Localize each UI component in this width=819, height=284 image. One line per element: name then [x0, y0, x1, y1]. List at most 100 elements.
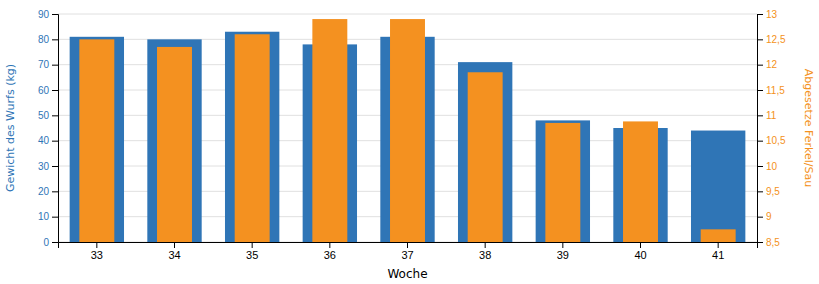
- bar: [157, 47, 192, 242]
- y2-axis-title: Abgesetze Ferkel/Sau: [802, 69, 815, 187]
- tick-label: 13: [766, 9, 778, 20]
- axis-line: [52, 15, 59, 243]
- bars: [70, 19, 746, 242]
- tick: 80: [38, 34, 58, 45]
- tick-label: 90: [38, 9, 50, 20]
- tick-label: 60: [38, 85, 50, 96]
- tick-mark: [640, 242, 641, 248]
- tick-mark: [52, 14, 58, 15]
- tick-label: 36: [324, 249, 336, 261]
- tick-mark: [52, 242, 58, 243]
- bar: [701, 229, 736, 242]
- tick-label: 38: [479, 249, 491, 261]
- tick-label: 30: [38, 161, 50, 172]
- tick: 41: [712, 242, 724, 261]
- tick: 11,5: [757, 85, 785, 96]
- axis-line: [758, 15, 764, 243]
- tick: 70: [38, 59, 58, 70]
- tick-mark: [52, 115, 58, 116]
- tick-mark: [757, 14, 763, 15]
- tick-mark: [407, 242, 408, 248]
- tick: 60: [38, 85, 58, 96]
- tick-mark: [52, 217, 58, 218]
- axis-line: [59, 243, 758, 249]
- tick-mark: [52, 191, 58, 192]
- bar: [390, 19, 425, 242]
- tick-label: 10,5: [766, 135, 786, 146]
- bar: [545, 123, 580, 242]
- tick-label: 40: [634, 249, 646, 261]
- tick: 50: [38, 110, 58, 121]
- tick: 36: [324, 242, 336, 261]
- tick-label: 50: [38, 110, 50, 121]
- tick-mark: [52, 166, 58, 167]
- bar: [79, 39, 114, 242]
- tick: 13: [757, 9, 778, 20]
- plot: 33 34 35 36 37 38 39 40 41 0 10 20 30 40 50 60 70 80 90 8,5…: [38, 9, 786, 284]
- tick: 35: [246, 242, 258, 261]
- tick-mark: [562, 242, 563, 248]
- tick-mark: [757, 217, 763, 218]
- bar-series: [79, 19, 735, 242]
- x-axis: 33 34 35 36 37 38 39 40 41: [59, 242, 758, 261]
- y2-axis: 8,599,51010,51111,51212,513: [757, 9, 786, 248]
- bar: [468, 72, 503, 242]
- tick: 10: [38, 211, 58, 222]
- tick-label: 39: [557, 249, 569, 261]
- tick-label: 8,5: [766, 237, 780, 248]
- tick: 11: [757, 110, 777, 121]
- tick-mark: [485, 242, 486, 248]
- grid-line: [58, 14, 757, 15]
- tick-mark: [52, 65, 58, 66]
- chart: 33 34 35 36 37 38 39 40 41 0 10 20 30 40 50 60 70 80 90 8,5…: [0, 0, 819, 284]
- tick-label: 20: [38, 186, 50, 197]
- tick: 9: [757, 211, 772, 222]
- tick-mark: [757, 141, 763, 142]
- tick-label: 70: [38, 59, 50, 70]
- tick: 90: [38, 9, 58, 20]
- tick: 9,5: [757, 186, 780, 197]
- tick-label: 37: [401, 249, 413, 261]
- bar: [623, 121, 658, 242]
- tick-label: 9: [766, 211, 772, 222]
- tick-label: 12: [766, 59, 778, 70]
- tick: 34: [168, 242, 180, 261]
- tick-mark: [52, 141, 58, 142]
- y-axis: 0 10 20 30 40 50 60 70 80 90: [38, 9, 59, 248]
- tick-label: 0: [43, 237, 49, 248]
- tick-mark: [757, 191, 763, 192]
- tick: 10,5: [757, 135, 786, 146]
- y-axis-title: Gewicht des Wurfs (kg): [4, 64, 17, 192]
- tick: 12: [757, 59, 778, 70]
- tick-mark: [96, 242, 97, 248]
- tick: 40: [38, 135, 58, 146]
- tick-label: 11,5: [766, 85, 785, 96]
- tick: 40: [634, 242, 646, 261]
- tick-label: 33: [91, 249, 103, 261]
- tick-mark: [174, 242, 175, 248]
- tick: 8,5: [757, 237, 780, 248]
- bar: [312, 19, 347, 242]
- tick-label: 35: [246, 249, 258, 261]
- tick-mark: [757, 166, 763, 167]
- tick-mark: [52, 39, 58, 40]
- tick-mark: [52, 90, 58, 91]
- tick-label: 34: [168, 249, 180, 261]
- tick-mark: [757, 90, 763, 91]
- tick-label: 12,5: [766, 34, 786, 45]
- tick-label: 9,5: [766, 186, 780, 197]
- tick-label: 10: [38, 211, 50, 222]
- bar: [235, 34, 270, 242]
- tick: 33: [91, 242, 103, 261]
- tick: 20: [38, 186, 58, 197]
- tick: 39: [557, 242, 569, 261]
- tick-mark: [757, 115, 763, 116]
- tick-label: 40: [38, 135, 50, 146]
- tick: 38: [479, 242, 491, 261]
- tick-mark: [757, 39, 763, 40]
- tick-mark: [252, 242, 253, 248]
- tick: 12,5: [757, 34, 786, 45]
- tick-mark: [329, 242, 330, 248]
- tick-mark: [757, 65, 763, 66]
- tick: 0: [43, 237, 58, 248]
